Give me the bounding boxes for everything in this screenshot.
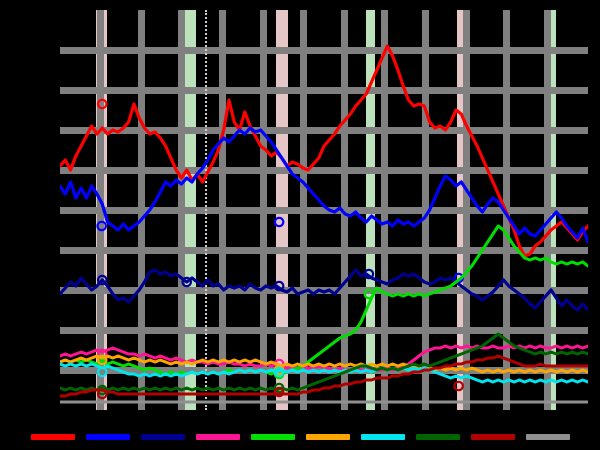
legend-color-swatch — [415, 433, 460, 440]
gridline-horizontal — [60, 286, 588, 294]
data-point-marker[interactable] — [96, 366, 108, 378]
gridline-horizontal — [60, 86, 588, 94]
data-point-marker[interactable] — [96, 354, 108, 366]
legend-color-swatch — [250, 433, 295, 440]
legend-color-swatch — [525, 433, 570, 440]
gridline-vertical — [97, 10, 105, 410]
series-line-series-8 — [60, 332, 588, 392]
legend-series-8[interactable] — [415, 433, 460, 441]
gridline-horizontal — [60, 126, 588, 134]
gridline-horizontal — [60, 166, 588, 174]
legend-series-2[interactable] — [85, 433, 130, 441]
data-point-marker[interactable] — [96, 220, 108, 232]
data-point-marker[interactable] — [363, 288, 375, 300]
data-point-marker[interactable] — [96, 388, 108, 400]
gridline-horizontal — [60, 206, 588, 214]
legend-series-3[interactable] — [140, 433, 185, 441]
gridline-vertical — [178, 10, 186, 410]
legend-color-swatch — [360, 433, 405, 440]
gridline-horizontal — [60, 326, 588, 334]
legend-series-5[interactable] — [250, 433, 295, 441]
legend-series-9[interactable] — [470, 433, 515, 441]
legend-series-4[interactable] — [195, 433, 240, 441]
legend-series-6[interactable] — [305, 433, 350, 441]
gridline-horizontal — [60, 246, 588, 254]
data-point-marker[interactable] — [273, 382, 285, 394]
legend-color-swatch — [470, 433, 515, 440]
data-point-marker[interactable] — [273, 366, 285, 378]
legend-color-swatch — [140, 433, 185, 440]
series-line-series-9 — [60, 354, 588, 398]
data-point-marker[interactable] — [181, 276, 193, 288]
gridline-vertical — [259, 10, 267, 410]
plot-area — [60, 10, 588, 410]
legend-series-1[interactable] — [30, 433, 75, 441]
legend-color-swatch — [30, 433, 75, 440]
series-line-series-1 — [60, 44, 588, 258]
series-line-series-7 — [60, 362, 588, 384]
gridline-vertical — [218, 10, 226, 410]
legend-series-10[interactable] — [525, 433, 570, 441]
legend-series-7[interactable] — [360, 433, 405, 441]
vertical-reference-line — [205, 10, 208, 410]
gridline-vertical — [300, 10, 308, 410]
gridline-horizontal — [60, 46, 588, 54]
series-line-series-6 — [60, 354, 588, 374]
data-point-marker[interactable] — [96, 98, 108, 110]
series-line-series-3 — [60, 268, 588, 312]
chart-legend — [0, 424, 600, 450]
gridline-vertical — [422, 10, 430, 410]
legend-color-swatch — [85, 433, 130, 440]
data-point-marker[interactable] — [96, 274, 108, 286]
gridline-vertical — [137, 10, 145, 410]
data-point-marker[interactable] — [453, 380, 464, 392]
data-point-marker[interactable] — [363, 268, 375, 280]
legend-color-swatch — [305, 433, 350, 440]
series-layer — [60, 44, 588, 404]
series-line-series-4 — [60, 344, 588, 372]
gridline-vertical — [462, 10, 470, 410]
gridline-vertical — [543, 10, 551, 410]
data-point-marker[interactable] — [273, 280, 285, 292]
data-point-marker[interactable] — [273, 386, 285, 398]
series-line-series-5 — [60, 224, 588, 376]
gridline-vertical — [381, 10, 389, 410]
series-line-series-2 — [60, 126, 588, 244]
legend-color-swatch — [195, 433, 240, 440]
data-point-marker[interactable] — [273, 216, 285, 228]
gridline-vertical — [340, 10, 348, 410]
